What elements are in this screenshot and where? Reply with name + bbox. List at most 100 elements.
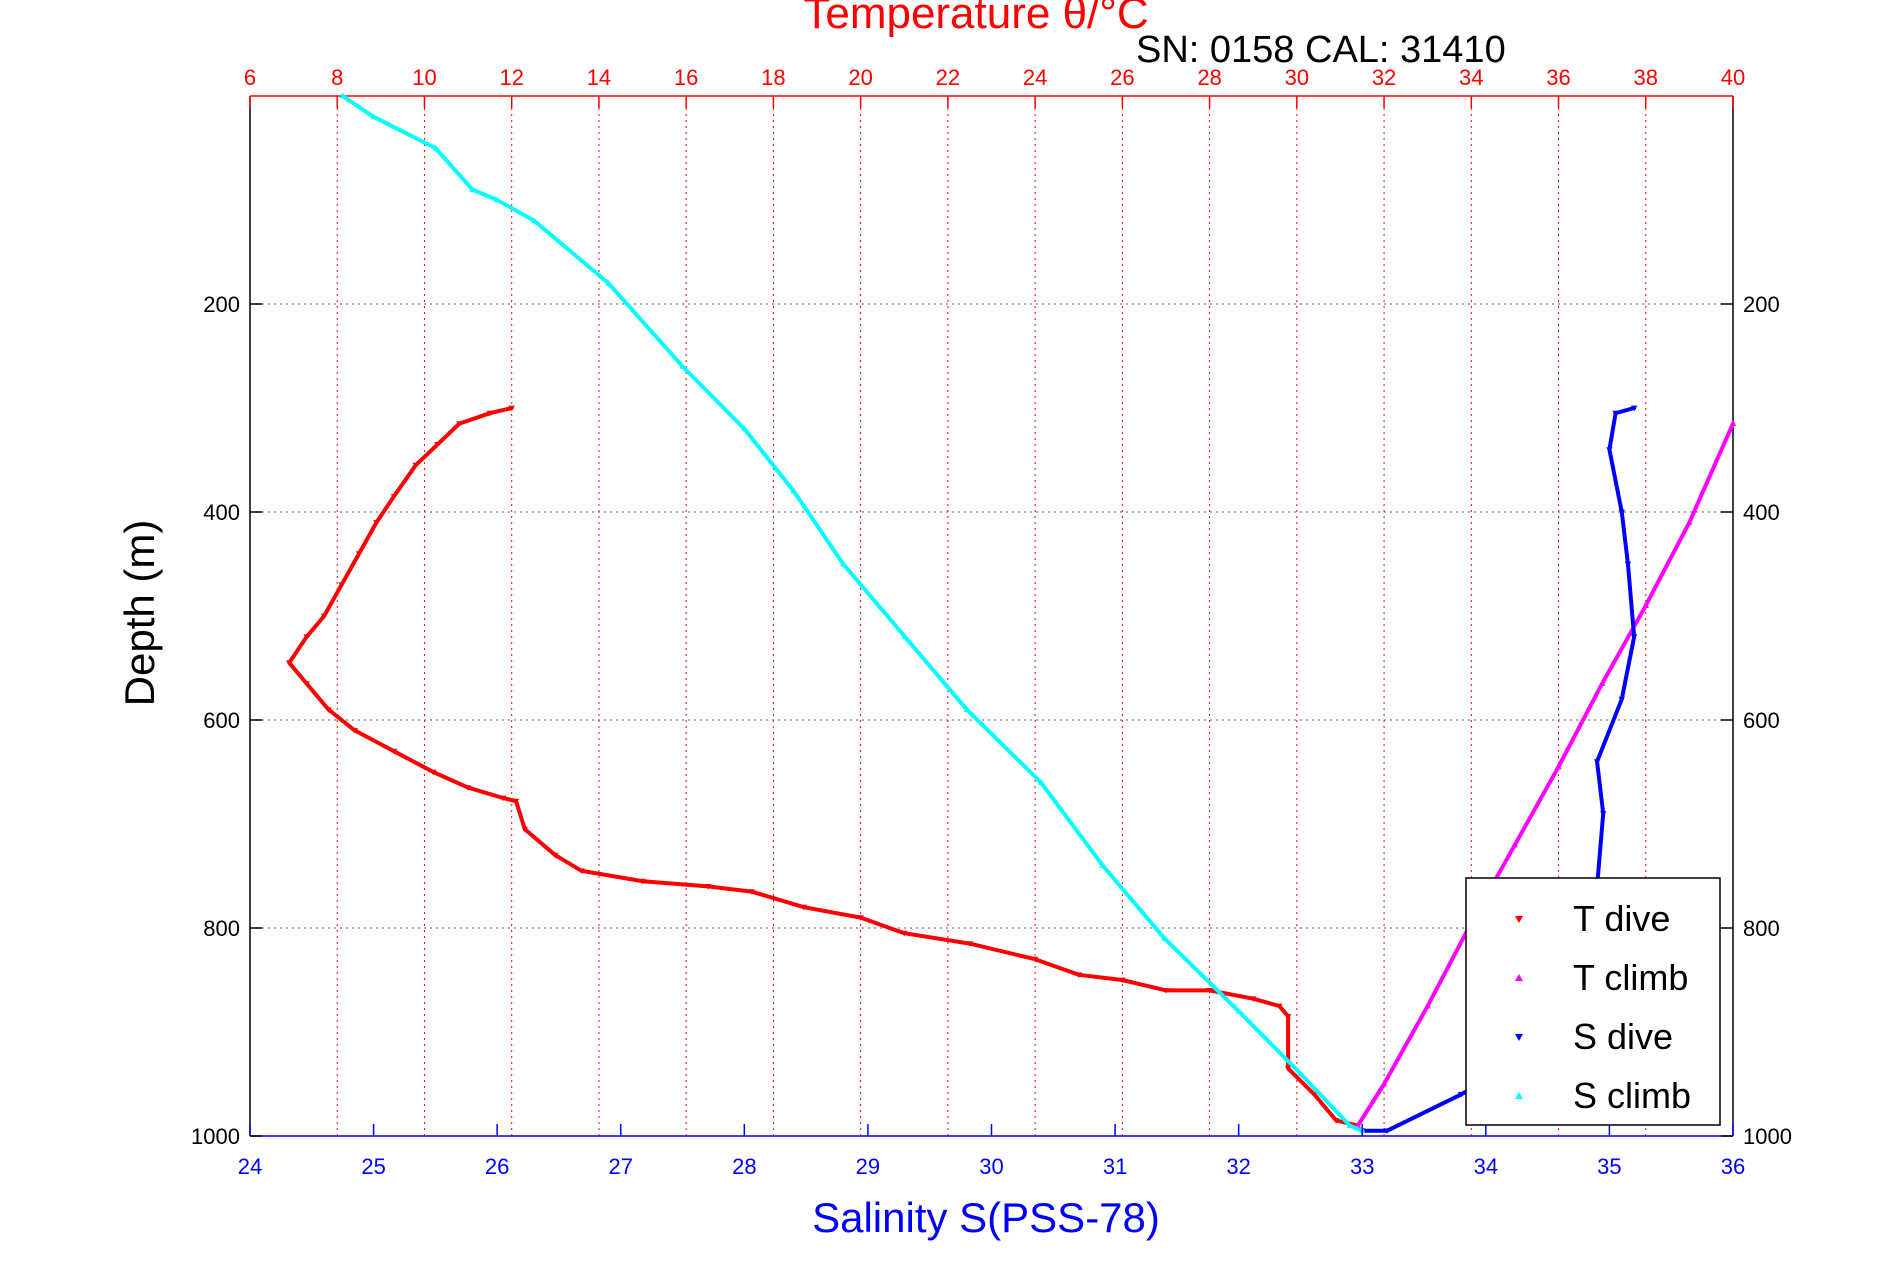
series-point: [1284, 1066, 1292, 1072]
temperature-tick-label: 16: [674, 65, 698, 90]
series-point: [1598, 680, 1606, 686]
series-point: [512, 798, 520, 805]
series-point: [1618, 696, 1625, 703]
series-point: [351, 728, 358, 734]
gridlines: [250, 96, 1733, 1136]
series-point: [1119, 977, 1126, 984]
series-point: [1206, 988, 1213, 994]
series-point: [338, 582, 345, 588]
series-point: [1332, 1118, 1340, 1124]
series-point: [390, 494, 398, 500]
depth-tick-label-left: 1000: [191, 1124, 240, 1149]
series-point: [1031, 956, 1039, 963]
temperature-tick-label: 10: [412, 65, 436, 90]
salinity-tick-label: 24: [238, 1154, 262, 1179]
series-point: [1457, 1092, 1465, 1098]
series-point: [790, 488, 797, 494]
legend-box: [1465, 877, 1721, 1126]
temperature-tick-label: 26: [1110, 65, 1134, 90]
series-point: [578, 868, 585, 874]
temperature-tick-label: 32: [1372, 65, 1396, 90]
depth-tick-label-right: 600: [1743, 708, 1780, 733]
series-point: [370, 113, 377, 120]
series-point: [1630, 405, 1638, 412]
series-point: [1383, 1128, 1391, 1134]
temperature-tick-label: 28: [1197, 65, 1221, 90]
temperature-tick-label: 40: [1721, 65, 1745, 90]
series-point: [508, 405, 515, 412]
series-point: [901, 633, 909, 640]
temperature-tick-label: 14: [587, 65, 611, 90]
series-point: [469, 186, 476, 192]
temperature-axis: 6 8 10 12 14 16 18 20 22 24 26 28 30 32 34 36 38 40: [244, 65, 1745, 108]
legend-marker: [1515, 974, 1523, 981]
salinity-tick-label: 25: [361, 1154, 385, 1179]
series-point: [355, 551, 363, 557]
salinity-axis: 24 25 26 27 28 29 30 31 32 33 34 35 36: [238, 1124, 1745, 1179]
legend-marker: [1515, 1034, 1523, 1041]
salinity-tick-label: 26: [485, 1154, 509, 1179]
temperature-tick-label: 18: [761, 65, 785, 90]
series-point: [800, 904, 808, 911]
series-point: [303, 634, 310, 640]
series-t-climb: [1355, 421, 1735, 1128]
series-point: [325, 707, 332, 713]
series-point: [605, 280, 612, 286]
temperature-tick-label: 22: [936, 65, 960, 90]
temperature-tick-label: 36: [1546, 65, 1570, 90]
x-axis-label: Salinity S(PSS-78): [812, 1194, 1160, 1241]
series-point: [1729, 420, 1737, 426]
legend-marker: [1515, 1092, 1523, 1099]
legend-label: T climb: [1573, 957, 1688, 998]
series-point: [1624, 561, 1632, 568]
series-point: [741, 425, 748, 432]
series-point: [464, 785, 472, 791]
series-point: [1297, 1070, 1304, 1076]
series-point: [432, 144, 439, 151]
series-point: [1618, 509, 1625, 516]
series-point: [320, 613, 328, 620]
series-point: [704, 884, 712, 890]
series-point: [531, 217, 538, 224]
series-s-climb: [340, 94, 1365, 1133]
legend-label: T dive: [1573, 898, 1670, 939]
series-point: [521, 826, 528, 833]
salinity-tick-label: 27: [609, 1154, 633, 1179]
temperature-tick-label: 34: [1459, 65, 1483, 90]
series-point: [1600, 811, 1607, 817]
series-point: [1630, 634, 1638, 640]
temperature-tick-label: 30: [1285, 65, 1309, 90]
salinity-tick-label: 36: [1721, 1154, 1745, 1179]
depth-tick-label-left: 400: [203, 500, 240, 525]
series-point: [1250, 996, 1257, 1002]
series-point: [1161, 935, 1168, 941]
series-point: [486, 410, 494, 417]
temperature-tick-label: 38: [1634, 65, 1658, 90]
series-point: [1380, 1080, 1388, 1087]
series-point: [552, 852, 559, 859]
depth-axis-right: 200 400 600 800 1000: [1721, 292, 1792, 1149]
salinity-tick-label: 32: [1226, 1154, 1250, 1179]
series-point: [339, 92, 346, 99]
depth-tick-label-left: 800: [203, 916, 240, 941]
temperature-tick-label: 8: [331, 65, 343, 90]
serial-calibration-annotation: SN: 0158 CAL: 31410: [1136, 29, 1506, 71]
series-point: [639, 878, 646, 885]
legend: T dive T climb S dive S climb: [1465, 877, 1721, 1126]
chart-title: Temperature θ/°C: [803, 0, 1148, 38]
y-axis-label: Depth (m): [116, 520, 163, 707]
series-point: [1686, 519, 1693, 525]
series-point: [679, 363, 686, 369]
salinity-tick-label: 29: [856, 1154, 880, 1179]
series-point: [1424, 1002, 1431, 1009]
series-point: [966, 941, 973, 947]
series-point: [1555, 763, 1562, 770]
salinity-tick-label: 33: [1350, 1154, 1374, 1179]
series-point: [434, 442, 441, 448]
legend-marker: [1515, 916, 1523, 923]
series-point: [1162, 988, 1170, 994]
series-point: [1099, 862, 1106, 868]
legend-label: S dive: [1573, 1016, 1673, 1057]
salinity-tick-label: 31: [1103, 1154, 1127, 1179]
